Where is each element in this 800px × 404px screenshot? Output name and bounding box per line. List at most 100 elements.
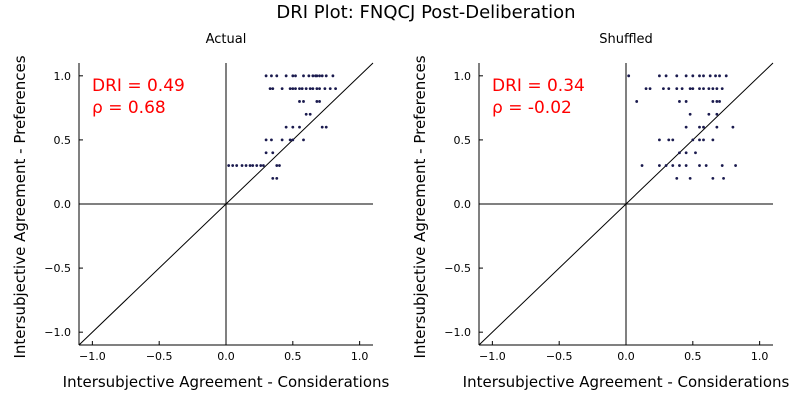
shuffled-data-point bbox=[680, 87, 684, 91]
actual-data-point bbox=[315, 87, 319, 91]
actual-data-point bbox=[259, 164, 263, 167]
shuffled-data-point bbox=[722, 176, 725, 180]
shuffled-data-point bbox=[684, 164, 688, 167]
actual-data-point bbox=[264, 151, 268, 155]
actual-data-point bbox=[298, 100, 301, 103]
actual-data-point bbox=[268, 87, 272, 91]
shuffled-data-point bbox=[671, 164, 675, 167]
shuffled-data-point bbox=[715, 87, 719, 91]
shuffled-data-point bbox=[671, 138, 675, 142]
actual-x-tick-label: 0.0 bbox=[217, 350, 235, 363]
actual-data-point bbox=[270, 74, 273, 78]
shuffled-data-point bbox=[698, 125, 701, 129]
shuffled-y-tick-label: 0.5 bbox=[454, 134, 472, 147]
actual-data-point bbox=[311, 74, 315, 78]
shuffled-data-point bbox=[707, 112, 711, 116]
actual-data-point bbox=[315, 100, 319, 103]
actual-data-point bbox=[271, 151, 275, 155]
actual-data-point bbox=[328, 87, 332, 91]
shuffled-data-point bbox=[711, 87, 715, 91]
shuffled-data-point bbox=[678, 164, 681, 167]
actual-data-point bbox=[280, 138, 284, 142]
shuffled-data-point bbox=[684, 151, 688, 155]
actual-data-point bbox=[244, 164, 248, 167]
actual-data-point bbox=[324, 74, 328, 78]
shuffled-data-point bbox=[662, 87, 665, 91]
actual-data-point bbox=[271, 176, 275, 180]
shuffled-data-point bbox=[691, 74, 695, 78]
shuffled-data-point bbox=[715, 112, 719, 116]
shuffled-data-point bbox=[684, 100, 688, 103]
panel-shuffled-xlabel: Intersubjective Agreement - Consideratio… bbox=[463, 373, 790, 391]
actual-data-point bbox=[288, 138, 292, 142]
actual-x-tick-label: 0.5 bbox=[284, 350, 302, 363]
shuffled-data-point bbox=[711, 100, 715, 103]
shuffled-data-point bbox=[688, 176, 692, 180]
shuffled-data-point bbox=[627, 74, 631, 78]
actual-data-point bbox=[315, 74, 319, 78]
panel-shuffled-ylabel: Intersubjective Agreement - Preferences bbox=[411, 55, 429, 358]
shuffled-data-point bbox=[640, 164, 644, 167]
actual-data-point bbox=[291, 125, 295, 129]
shuffled-data-point bbox=[715, 125, 719, 129]
shuffled-data-point bbox=[644, 87, 648, 91]
panel-shuffled-rho-annotation: ρ = -0.02 bbox=[492, 98, 572, 118]
shuffled-x-tick-label: 0.5 bbox=[684, 350, 702, 363]
actual-data-point bbox=[320, 74, 324, 78]
actual-data-point bbox=[298, 87, 301, 91]
actual-data-point bbox=[308, 112, 312, 116]
shuffled-data-point bbox=[702, 125, 705, 129]
actual-data-point bbox=[275, 164, 279, 167]
actual-data-point bbox=[298, 125, 301, 129]
actual-data-point bbox=[334, 87, 337, 91]
shuffled-data-point bbox=[702, 87, 705, 91]
shuffled-data-point bbox=[684, 74, 688, 78]
actual-data-point bbox=[275, 74, 279, 78]
actual-data-point bbox=[271, 87, 275, 91]
actual-data-point bbox=[302, 100, 305, 103]
shuffled-data-point bbox=[658, 74, 661, 78]
shuffled-data-point bbox=[688, 112, 692, 116]
shuffled-data-point bbox=[658, 164, 661, 167]
panel-actual-title: Actual bbox=[206, 32, 247, 47]
shuffled-data-point bbox=[718, 74, 721, 78]
shuffled-data-point bbox=[684, 125, 688, 129]
actual-data-point bbox=[304, 112, 308, 116]
actual-y-tick-label: 1.0 bbox=[54, 70, 72, 83]
actual-data-point bbox=[323, 87, 327, 91]
actual-x-tick-label: −1.0 bbox=[79, 350, 106, 363]
shuffled-data-point bbox=[702, 138, 705, 142]
actual-y-tick-label: −0.5 bbox=[44, 262, 71, 275]
shuffled-data-point bbox=[714, 74, 717, 78]
actual-data-point bbox=[318, 100, 321, 103]
actual-data-point bbox=[302, 138, 305, 142]
actual-data-point bbox=[262, 164, 265, 167]
shuffled-data-point bbox=[694, 151, 697, 155]
shuffled-data-point bbox=[724, 74, 728, 78]
actual-data-point bbox=[227, 164, 231, 167]
shuffled-data-point bbox=[678, 100, 681, 103]
shuffled-x-tick-label: 1.0 bbox=[751, 350, 769, 363]
shuffled-y-tick-label: 1.0 bbox=[454, 70, 472, 83]
shuffled-data-point bbox=[658, 138, 661, 142]
shuffled-data-point bbox=[667, 138, 671, 142]
shuffled-data-point bbox=[720, 87, 724, 91]
shuffled-data-point bbox=[720, 164, 724, 167]
actual-data-point bbox=[291, 138, 295, 142]
shuffled-data-point bbox=[731, 125, 735, 129]
shuffled-data-point bbox=[715, 100, 719, 103]
actual-data-point bbox=[294, 87, 297, 91]
figure-suptitle: DRI Plot: FNQCJ Post-Deliberation bbox=[276, 2, 575, 23]
shuffled-data-point bbox=[711, 138, 715, 142]
actual-data-point bbox=[278, 164, 281, 167]
shuffled-data-point bbox=[704, 164, 708, 167]
shuffled-data-point bbox=[707, 87, 711, 91]
actual-data-point bbox=[308, 87, 312, 91]
shuffled-x-tick-label: −0.5 bbox=[546, 350, 573, 363]
shuffled-data-point bbox=[635, 100, 639, 103]
shuffled-data-point bbox=[698, 164, 701, 167]
panel-actual-dri-annotation: DRI = 0.49 bbox=[92, 76, 185, 96]
shuffled-x-tick-label: 0.0 bbox=[617, 350, 635, 363]
